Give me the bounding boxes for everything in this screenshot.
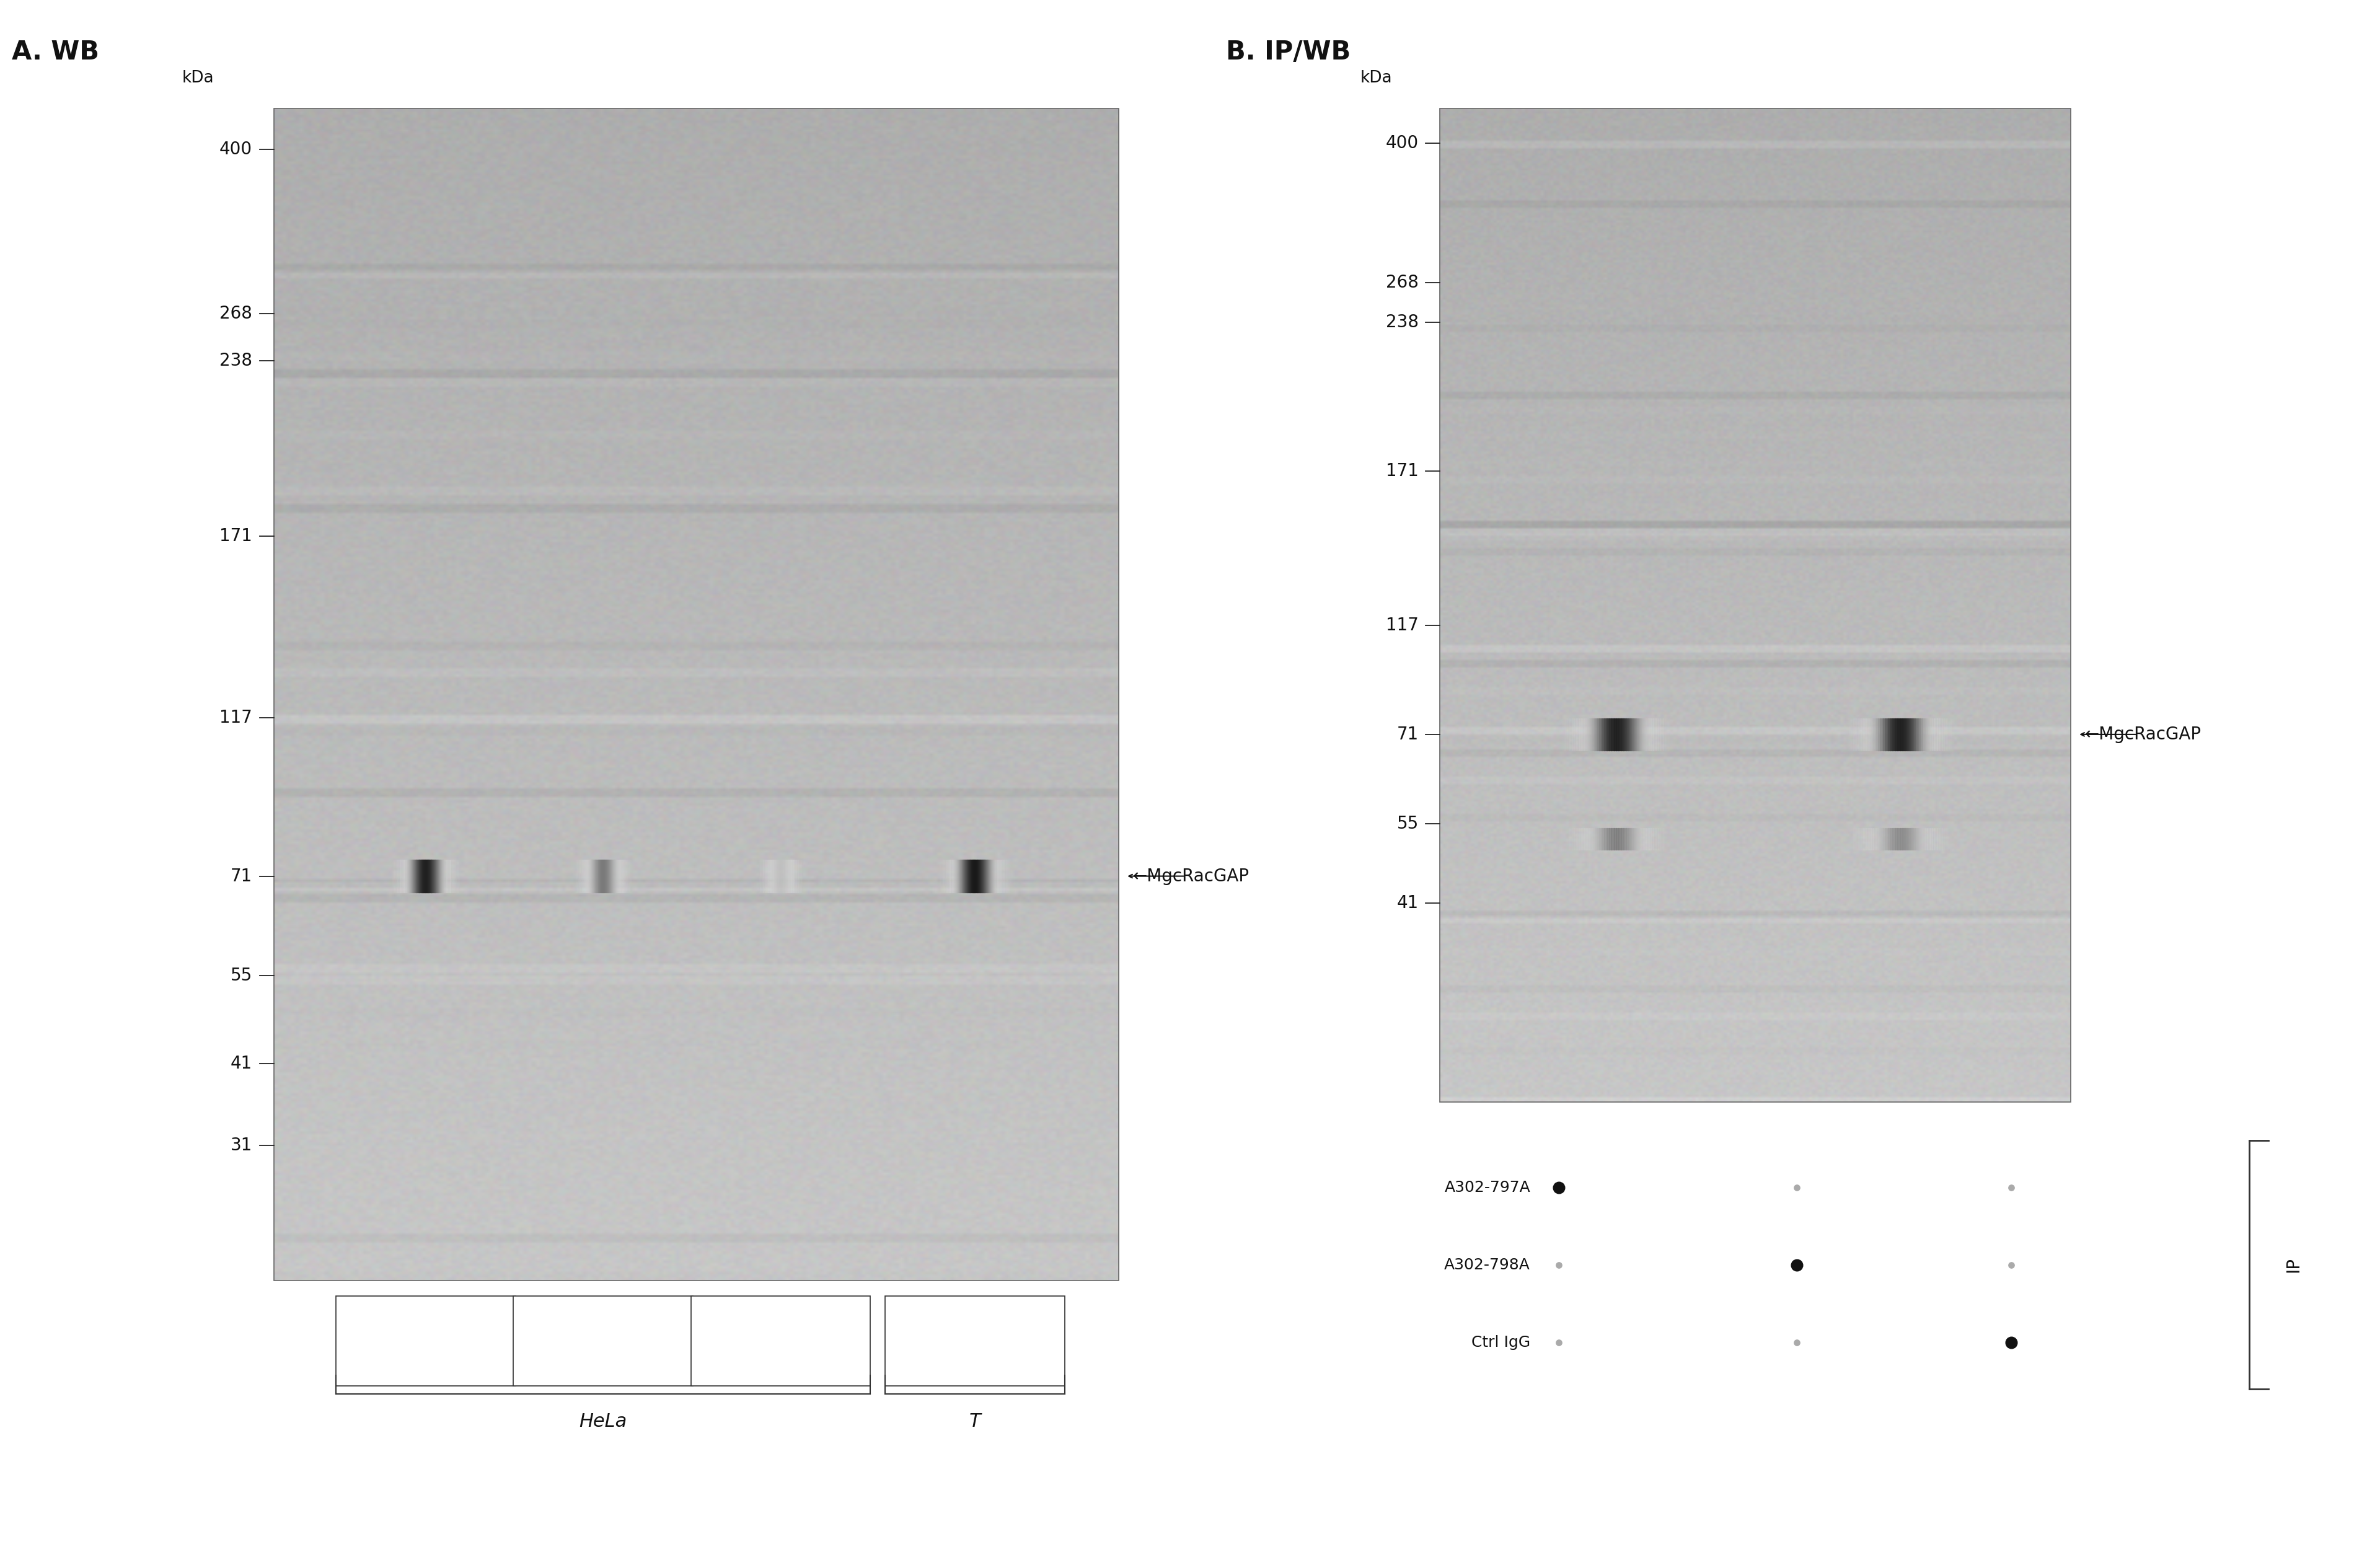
Bar xyxy=(885,1296,1064,1386)
Text: 41: 41 xyxy=(231,1055,252,1072)
Text: 238: 238 xyxy=(219,352,252,369)
Point xyxy=(1992,1175,2030,1200)
Text: 50: 50 xyxy=(964,1332,988,1350)
Text: 71: 71 xyxy=(231,868,252,885)
Point xyxy=(1992,1330,2030,1355)
Text: 5: 5 xyxy=(774,1332,788,1350)
Text: A. WB: A. WB xyxy=(12,39,100,65)
Text: 50: 50 xyxy=(414,1332,438,1350)
Text: 268: 268 xyxy=(1385,273,1418,292)
Text: A302-797A: A302-797A xyxy=(1445,1180,1530,1195)
Text: 55: 55 xyxy=(231,967,252,984)
Text: kDa: kDa xyxy=(1361,70,1392,85)
Bar xyxy=(1440,109,2071,1102)
Text: 117: 117 xyxy=(219,709,252,726)
Text: 238: 238 xyxy=(1385,314,1418,331)
Text: 400: 400 xyxy=(219,141,252,158)
Bar xyxy=(274,109,1119,1280)
Text: 71: 71 xyxy=(1397,726,1418,743)
Point xyxy=(1778,1252,1816,1277)
Text: 55: 55 xyxy=(1397,815,1418,832)
Text: ←MgcRacGAP: ←MgcRacGAP xyxy=(1133,868,1250,885)
Text: kDa: kDa xyxy=(183,70,214,85)
Text: B. IP/WB: B. IP/WB xyxy=(1226,39,1349,65)
Bar xyxy=(690,1296,871,1386)
Text: ←MgcRacGAP: ←MgcRacGAP xyxy=(2085,726,2202,743)
Bar xyxy=(336,1296,516,1386)
Text: Ctrl IgG: Ctrl IgG xyxy=(1471,1335,1530,1350)
Point xyxy=(1992,1252,2030,1277)
Text: T: T xyxy=(969,1412,981,1431)
Point xyxy=(1540,1252,1578,1277)
Text: 400: 400 xyxy=(1385,135,1418,152)
Text: 171: 171 xyxy=(1385,462,1418,480)
Text: 117: 117 xyxy=(1385,616,1418,633)
Text: 41: 41 xyxy=(1397,894,1418,913)
Text: 15: 15 xyxy=(590,1332,614,1350)
Bar xyxy=(514,1296,693,1386)
Text: HeLa: HeLa xyxy=(578,1412,628,1431)
Point xyxy=(1778,1330,1816,1355)
Text: 31: 31 xyxy=(231,1138,252,1155)
Point xyxy=(1540,1330,1578,1355)
Text: 171: 171 xyxy=(219,528,252,545)
Text: A302-798A: A302-798A xyxy=(1445,1257,1530,1273)
Text: IP: IP xyxy=(2285,1257,2301,1273)
Point xyxy=(1778,1175,1816,1200)
Text: 268: 268 xyxy=(219,306,252,323)
Point xyxy=(1540,1175,1578,1200)
